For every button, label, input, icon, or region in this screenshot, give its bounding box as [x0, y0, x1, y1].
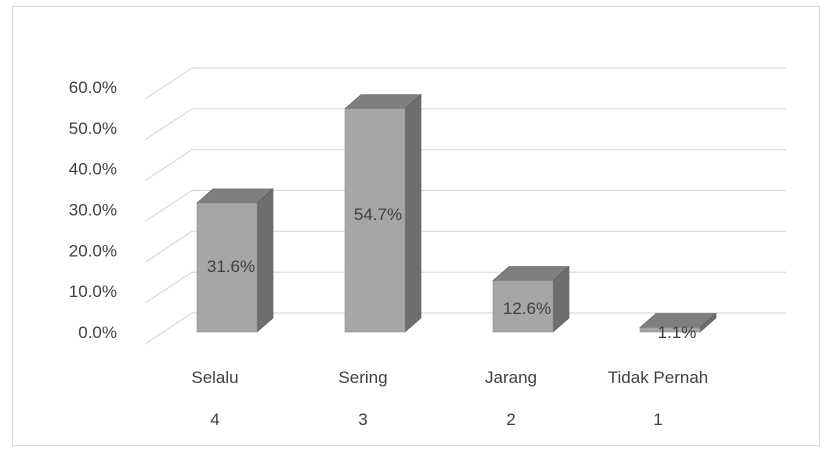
bar [196, 202, 258, 333]
gridline-side [144, 312, 193, 345]
y-tick-label: 20.0% [69, 241, 117, 260]
bar-side-face [404, 93, 422, 333]
bar-side-face [256, 188, 274, 333]
category-code-label: 1 [653, 410, 662, 429]
data-label: 12.6% [503, 299, 551, 318]
gridline-side [144, 230, 193, 263]
y-tick-label: 40.0% [69, 160, 117, 179]
gridline-side [144, 189, 193, 223]
category-code-label: 4 [210, 410, 219, 429]
bars [196, 93, 717, 333]
y-tick-label: 30.0% [69, 201, 117, 220]
category-code-label: 3 [358, 410, 367, 429]
data-label: 1.1% [658, 323, 697, 342]
category-labels: Selalu 4 Sering 3 Jarang 2 Tidak Pernah 1 [191, 368, 708, 429]
bar [639, 327, 701, 333]
gridline-side [144, 67, 193, 100]
y-tick-label: 10.0% [69, 282, 117, 301]
y-tick-label: 50.0% [69, 119, 117, 138]
category-label: Tidak Pernah [608, 368, 708, 387]
category-label: Jarang [485, 368, 537, 387]
bar [492, 280, 554, 333]
gridline-side [144, 271, 193, 304]
gridline-side [144, 108, 193, 141]
category-label: Sering [338, 368, 387, 387]
y-tick-label: 0.0% [78, 323, 117, 342]
data-label: 54.7% [354, 205, 402, 224]
gridlines [144, 67, 786, 345]
category-label: Selalu [191, 368, 238, 387]
y-tick-label: 60.0% [69, 78, 117, 97]
data-labels: 31.6% 54.7% 12.6% 1.1% [207, 205, 696, 342]
bar [344, 108, 406, 333]
gridline-side [144, 149, 193, 182]
category-code-label: 2 [506, 410, 515, 429]
data-label: 31.6% [207, 257, 255, 276]
y-axis-ticks: 0.0% 10.0% 20.0% 30.0% 40.0% 50.0% 60.0% [69, 78, 117, 342]
